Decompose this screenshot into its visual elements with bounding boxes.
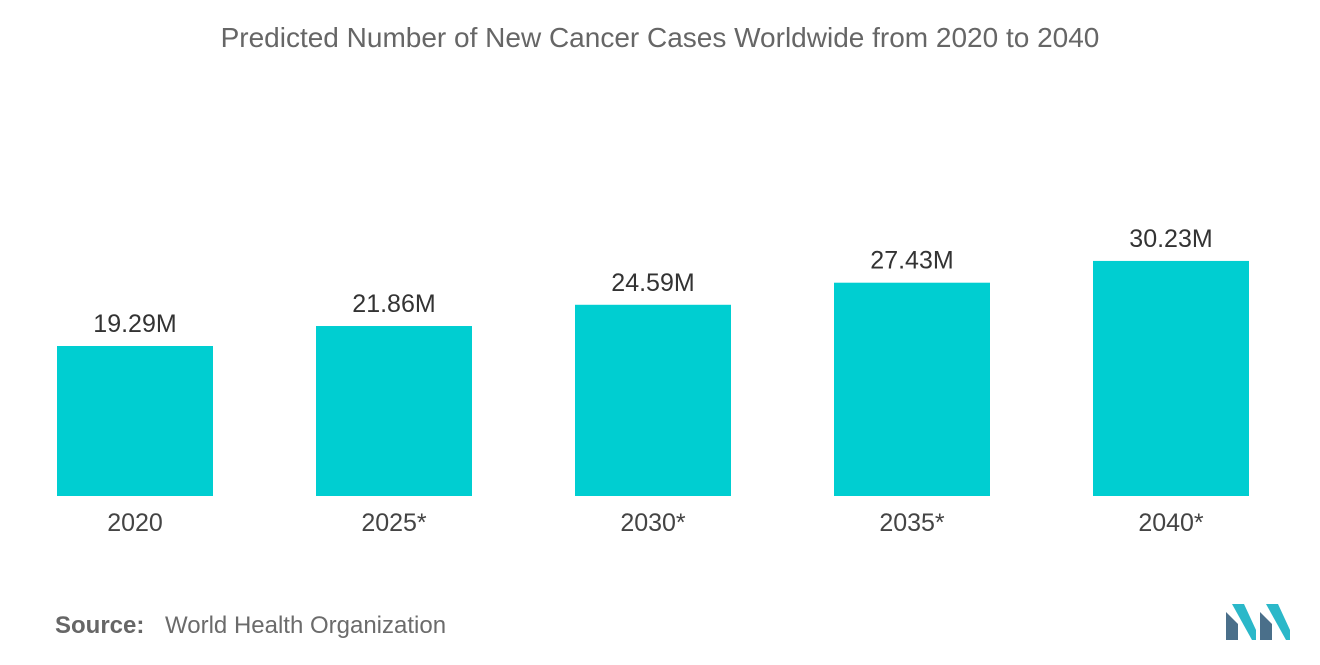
x-tick-label-0: 2020 — [107, 509, 163, 537]
x-tick-label-4: 2040* — [1138, 509, 1204, 537]
source-note: Source: World Health Organization — [55, 612, 446, 640]
x-tick-label-3: 2035* — [879, 509, 945, 537]
bar-2 — [575, 304, 731, 496]
data-label-2: 24.59M — [611, 269, 694, 297]
data-label-3: 27.43M — [870, 247, 953, 275]
mordor-logo-icon — [1226, 604, 1290, 640]
chart-title: Predicted Number of New Cancer Cases Wor… — [220, 22, 1100, 53]
bar-3 — [834, 282, 990, 496]
data-label-4: 30.23M — [1129, 225, 1212, 253]
data-label-1: 21.86M — [352, 290, 435, 318]
bar-chart: 19.29M 2020 21.86M 2025* 24.59M 2030* 27.43M 20… — [57, 225, 1249, 537]
data-label-0: 19.29M — [93, 310, 176, 338]
x-tick-label-1: 2025* — [361, 509, 427, 537]
bar-4 — [1093, 260, 1249, 496]
source-text: World Health Organization — [165, 612, 447, 639]
source-label: Source: — [55, 612, 145, 639]
x-tick-label-2: 2030* — [620, 509, 686, 537]
bar-0 — [57, 346, 213, 496]
bar-1 — [316, 326, 472, 496]
